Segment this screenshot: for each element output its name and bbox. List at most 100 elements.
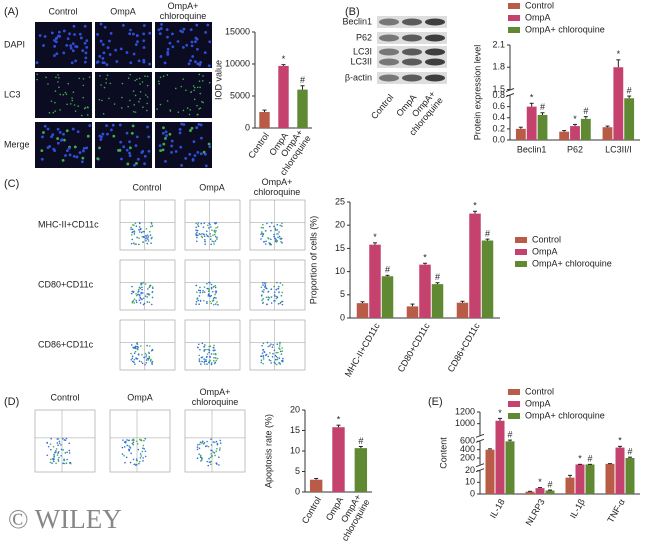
flow-event [135,225,138,228]
cell-dot [138,100,140,103]
flow-event [260,238,262,240]
y-tick-label: 15000 [225,26,250,36]
cell-dot [53,54,56,57]
flow-event [262,358,265,360]
flow-event [145,356,147,358]
flow-event [63,439,66,441]
panel-label: (E) [428,396,443,408]
flow-event [272,352,274,355]
legend-swatch [515,237,527,243]
cell-dot [190,126,194,130]
flow-event [135,345,137,348]
cell-dot [147,135,151,139]
flow-event [206,440,208,443]
bar [570,126,580,140]
cell-dot [192,85,195,87]
flow-event [195,301,198,303]
flow-event [275,241,278,243]
flow-event [262,342,265,345]
cell-dot [86,134,90,138]
cell-dot [139,98,141,100]
cell-dot [57,30,61,34]
flow-event [147,351,150,354]
flow-event [199,286,201,289]
flow-event [204,243,206,245]
column-label: OmpA+ chloroquine [254,177,301,197]
flow-event [206,363,208,365]
flow-event [134,243,136,246]
flow-event [133,233,136,235]
flow-event [49,448,52,451]
flow-event [205,233,208,236]
cell-dot [110,128,113,132]
cell-dot [72,24,76,28]
cell-dot [166,35,169,39]
flow-event [277,236,279,239]
flow-event [128,449,130,452]
flow-event [49,461,52,464]
blot-band [402,74,422,82]
flow-event [267,296,270,298]
flow-event [58,440,61,443]
bar [515,128,526,140]
cell-dot [148,31,152,35]
flow-event [198,303,200,305]
flow-event [267,299,270,301]
flow-event [141,282,143,285]
cell-dot [86,106,89,108]
flow-event [203,299,205,302]
flow-event [52,457,55,460]
flow-event [144,283,147,285]
significance-mark: * [578,454,582,464]
flow-event [198,295,201,297]
cell-dot [157,80,160,83]
column-label: Control [132,182,161,192]
flow-event [130,359,133,361]
cell-dot [129,73,132,76]
flow-event [282,357,284,360]
cell-dot [69,103,72,105]
flow-event [210,226,212,228]
flow-event [210,463,212,466]
flow-event [278,231,280,233]
cell-dot [73,104,76,106]
cell-dot [106,132,109,136]
panel-label: (C) [4,178,19,190]
cell-dot [142,58,146,62]
flow-event [130,292,133,295]
flow-event [151,360,154,363]
flow-event [272,344,274,346]
x-tick-label: NLRP3 [524,497,547,527]
cell-dot [196,113,199,116]
cell-dot [135,135,139,139]
flow-event [206,302,208,305]
cell-dot [71,127,75,131]
flow-event [270,296,273,298]
flow-event [130,228,132,230]
flow-event [205,230,208,233]
flow-event [121,446,124,449]
flow-event [202,289,204,292]
flow-event [196,234,199,236]
flow-event [261,235,264,238]
blot-band [402,58,422,66]
flow-event [263,289,265,291]
flow-event [281,360,283,362]
flow-event [214,231,216,234]
flow-event [137,288,140,291]
flow-event [141,292,144,294]
flow-plot [119,199,176,251]
legend-swatch [508,3,520,9]
cell-dot [69,44,73,48]
cell-dot [83,41,87,45]
flow-event [262,291,265,293]
flow-event [277,303,280,305]
legend-label: Control [525,0,554,10]
cell-dot [40,157,44,161]
cell-dot [103,86,106,89]
flow-event [201,291,204,294]
bar [585,464,595,494]
cell-dot [141,81,144,83]
flow-event [123,446,126,448]
flow-event [195,303,197,306]
